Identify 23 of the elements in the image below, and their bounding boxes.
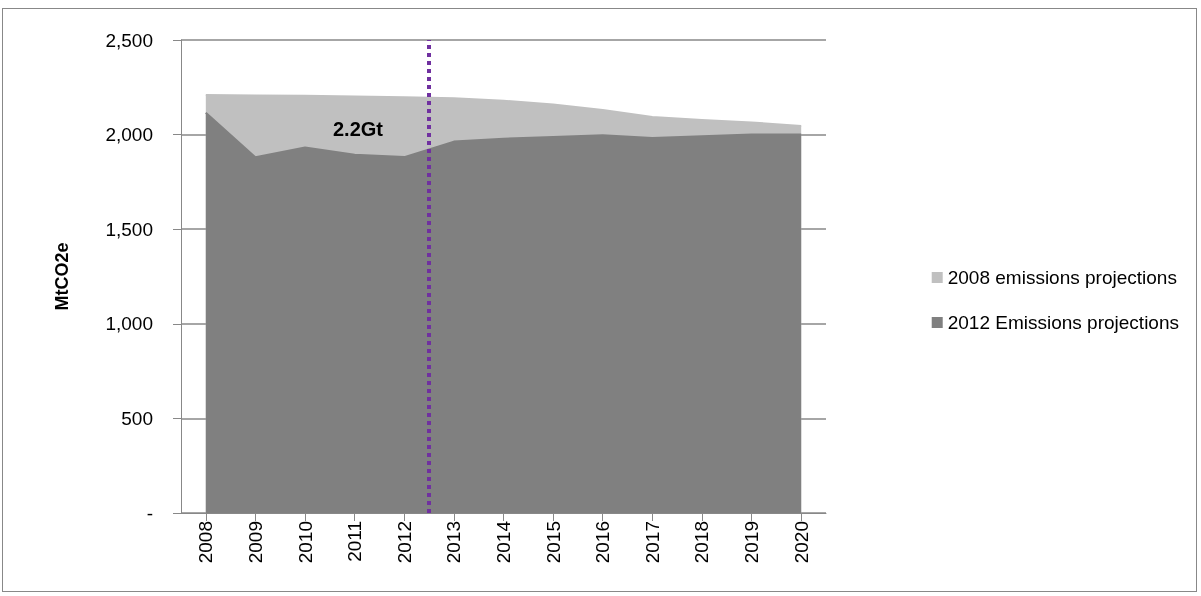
y-axis-title: MtCO2e — [52, 242, 72, 311]
y-tick-label: 1,000 — [105, 313, 153, 335]
x-tick-label: 2010 — [294, 521, 316, 564]
x-tick-label: 2008 — [195, 521, 217, 564]
x-tick-label: 2009 — [244, 521, 266, 564]
x-tick-label: 2011 — [344, 521, 366, 562]
x-tick-label: 2019 — [741, 521, 763, 564]
x-tick-label: 2012 — [393, 521, 415, 564]
legend-label: 2012 Emissions projections — [947, 312, 1180, 333]
x-tick-label: 2014 — [493, 520, 514, 564]
y-tick-label: - — [146, 502, 153, 524]
y-tick-label: 1,500 — [105, 218, 153, 240]
annotation: 2.2Gt — [333, 118, 384, 140]
legend-label: 2008 emissions projections — [947, 267, 1177, 288]
y-tick-label: 2,000 — [105, 124, 153, 146]
x-tick-label: 2020 — [790, 521, 812, 564]
y-tick-label: 500 — [121, 407, 153, 429]
x-tick-label: 2015 — [542, 521, 564, 564]
x-tick-label: 2017 — [641, 521, 663, 564]
x-tick-label: 2016 — [592, 521, 614, 564]
x-tick-label: 2018 — [691, 521, 713, 564]
y-tick-label: 2,500 — [105, 29, 153, 51]
x-tick-label: 2013 — [443, 521, 465, 564]
